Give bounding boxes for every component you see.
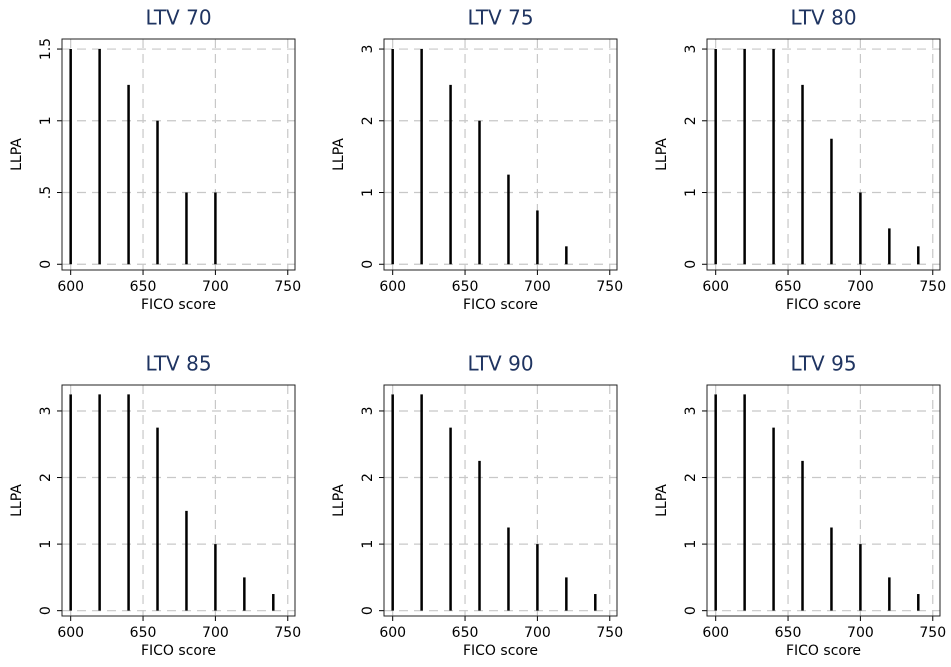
plot-frame xyxy=(61,38,296,271)
x-tick-label: 750 xyxy=(596,279,623,295)
y-tick-label: 1 xyxy=(360,188,376,197)
y-axis-label: LLPA xyxy=(9,484,25,517)
panel-title: LTV 85 xyxy=(145,352,211,376)
plot-frame xyxy=(383,38,618,271)
y-tick-label: 1.5 xyxy=(38,38,54,60)
x-axis-label: FICO score xyxy=(141,643,216,659)
x-tick-label: 600 xyxy=(379,625,406,641)
x-tick-label: 600 xyxy=(379,279,406,295)
y-tick-label: 3 xyxy=(683,45,699,54)
x-axis-label: FICO score xyxy=(463,297,538,313)
plot-frame xyxy=(383,384,618,617)
y-tick-label: .5 xyxy=(38,186,54,199)
x-tick-label: 650 xyxy=(452,625,479,641)
y-tick-label: 3 xyxy=(683,407,699,416)
x-axis-label: FICO score xyxy=(786,297,861,313)
x-tick-label: 750 xyxy=(919,625,946,641)
y-tick-label: 0 xyxy=(38,606,54,615)
x-tick-label: 600 xyxy=(702,279,729,295)
y-tick-label: 3 xyxy=(38,407,54,416)
y-axis-label: LLPA xyxy=(331,138,347,171)
x-tick-label: 700 xyxy=(524,625,551,641)
plot-frame xyxy=(706,384,941,617)
x-tick-label: 750 xyxy=(596,625,623,641)
x-tick-label: 650 xyxy=(130,625,157,641)
x-tick-label: 750 xyxy=(274,625,301,641)
y-tick-label: 2 xyxy=(683,116,699,125)
y-axis-label: LLPA xyxy=(654,138,670,171)
x-tick-label: 700 xyxy=(847,625,874,641)
y-axis-label: LLPA xyxy=(9,138,25,171)
y-tick-label: 0 xyxy=(38,260,54,269)
x-tick-label: 650 xyxy=(452,279,479,295)
y-tick-label: 0 xyxy=(360,260,376,269)
panel-title: LTV 95 xyxy=(790,352,856,376)
x-tick-label: 650 xyxy=(775,625,802,641)
y-tick-label: 1 xyxy=(38,116,54,125)
y-tick-label: 2 xyxy=(360,116,376,125)
y-tick-label: 0 xyxy=(683,260,699,269)
x-axis-label: FICO score xyxy=(463,643,538,659)
x-tick-label: 700 xyxy=(524,279,551,295)
x-tick-label: 750 xyxy=(919,279,946,295)
y-tick-label: 3 xyxy=(360,407,376,416)
x-tick-label: 600 xyxy=(57,279,84,295)
plot-frame xyxy=(706,38,941,271)
y-axis-label: LLPA xyxy=(654,484,670,517)
panel-title: LTV 75 xyxy=(467,6,533,30)
plot-frame xyxy=(61,384,296,617)
panel-title: LTV 80 xyxy=(790,6,856,30)
x-tick-label: 600 xyxy=(702,625,729,641)
y-tick-label: 2 xyxy=(683,473,699,482)
panel-title: LTV 70 xyxy=(145,6,211,30)
y-tick-label: 1 xyxy=(683,540,699,549)
x-axis-label: FICO score xyxy=(141,297,216,313)
y-tick-label: 0 xyxy=(683,606,699,615)
y-tick-label: 2 xyxy=(360,473,376,482)
x-tick-label: 700 xyxy=(847,279,874,295)
x-tick-label: 650 xyxy=(775,279,802,295)
panel-title: LTV 90 xyxy=(467,352,533,376)
y-tick-label: 1 xyxy=(360,540,376,549)
x-tick-label: 700 xyxy=(202,279,229,295)
y-tick-label: 1 xyxy=(38,540,54,549)
x-axis-label: FICO score xyxy=(786,643,861,659)
x-tick-label: 700 xyxy=(202,625,229,641)
x-tick-label: 750 xyxy=(274,279,301,295)
y-axis-label: LLPA xyxy=(331,484,347,517)
y-tick-label: 3 xyxy=(360,45,376,54)
x-tick-label: 600 xyxy=(57,625,84,641)
x-tick-label: 650 xyxy=(130,279,157,295)
y-tick-label: 0 xyxy=(360,606,376,615)
y-tick-label: 2 xyxy=(38,473,54,482)
y-tick-label: 1 xyxy=(683,188,699,197)
